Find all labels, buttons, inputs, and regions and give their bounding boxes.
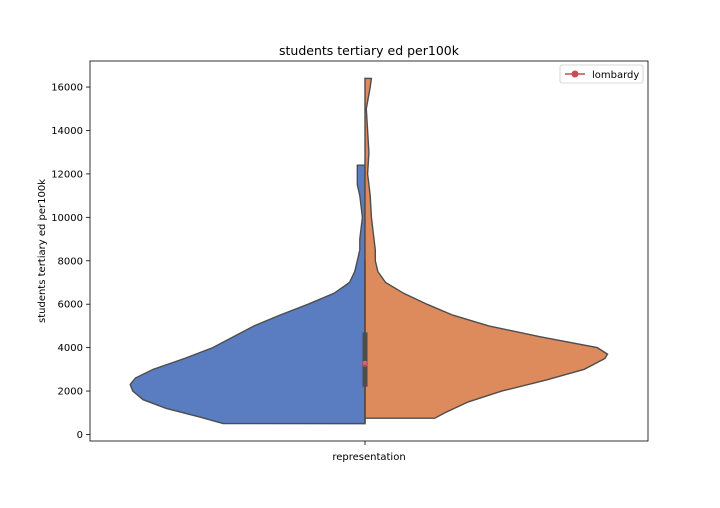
y-tick-label: 14000 xyxy=(51,126,83,137)
legend-point-marker xyxy=(571,70,579,78)
y-tick-label: 6000 xyxy=(58,300,83,311)
axes-frame xyxy=(89,60,649,442)
violin-half-left xyxy=(129,164,366,425)
chart-title: students tertiary ed per100k xyxy=(279,43,460,58)
lombardy-point xyxy=(362,360,368,367)
y-tick-label: 16000 xyxy=(51,83,83,94)
y-tick-label: 12000 xyxy=(51,169,83,180)
inner-boxplot xyxy=(362,260,368,424)
x-axis-ticks: representation xyxy=(332,441,406,463)
legend: lombardy xyxy=(559,64,644,84)
x-tick-label: representation xyxy=(332,452,405,463)
violin-half-right xyxy=(364,77,609,419)
box-iqr xyxy=(362,332,368,387)
y-axis-label: students tertiary ed per100k xyxy=(37,179,48,323)
violin-bodies xyxy=(129,77,609,425)
y-axis-ticks: 0 2000 4000 6000 8000 10000 12000 14000 16000 xyxy=(51,83,90,441)
y-tick-label: 4000 xyxy=(58,343,83,354)
legend-frame xyxy=(559,64,644,84)
legend-label-lombardy: lombardy xyxy=(592,70,639,81)
y-tick-label: 2000 xyxy=(58,387,83,398)
y-tick-label: 10000 xyxy=(51,213,83,224)
y-tick-label: 0 xyxy=(77,430,83,441)
y-tick-label: 8000 xyxy=(58,256,83,267)
